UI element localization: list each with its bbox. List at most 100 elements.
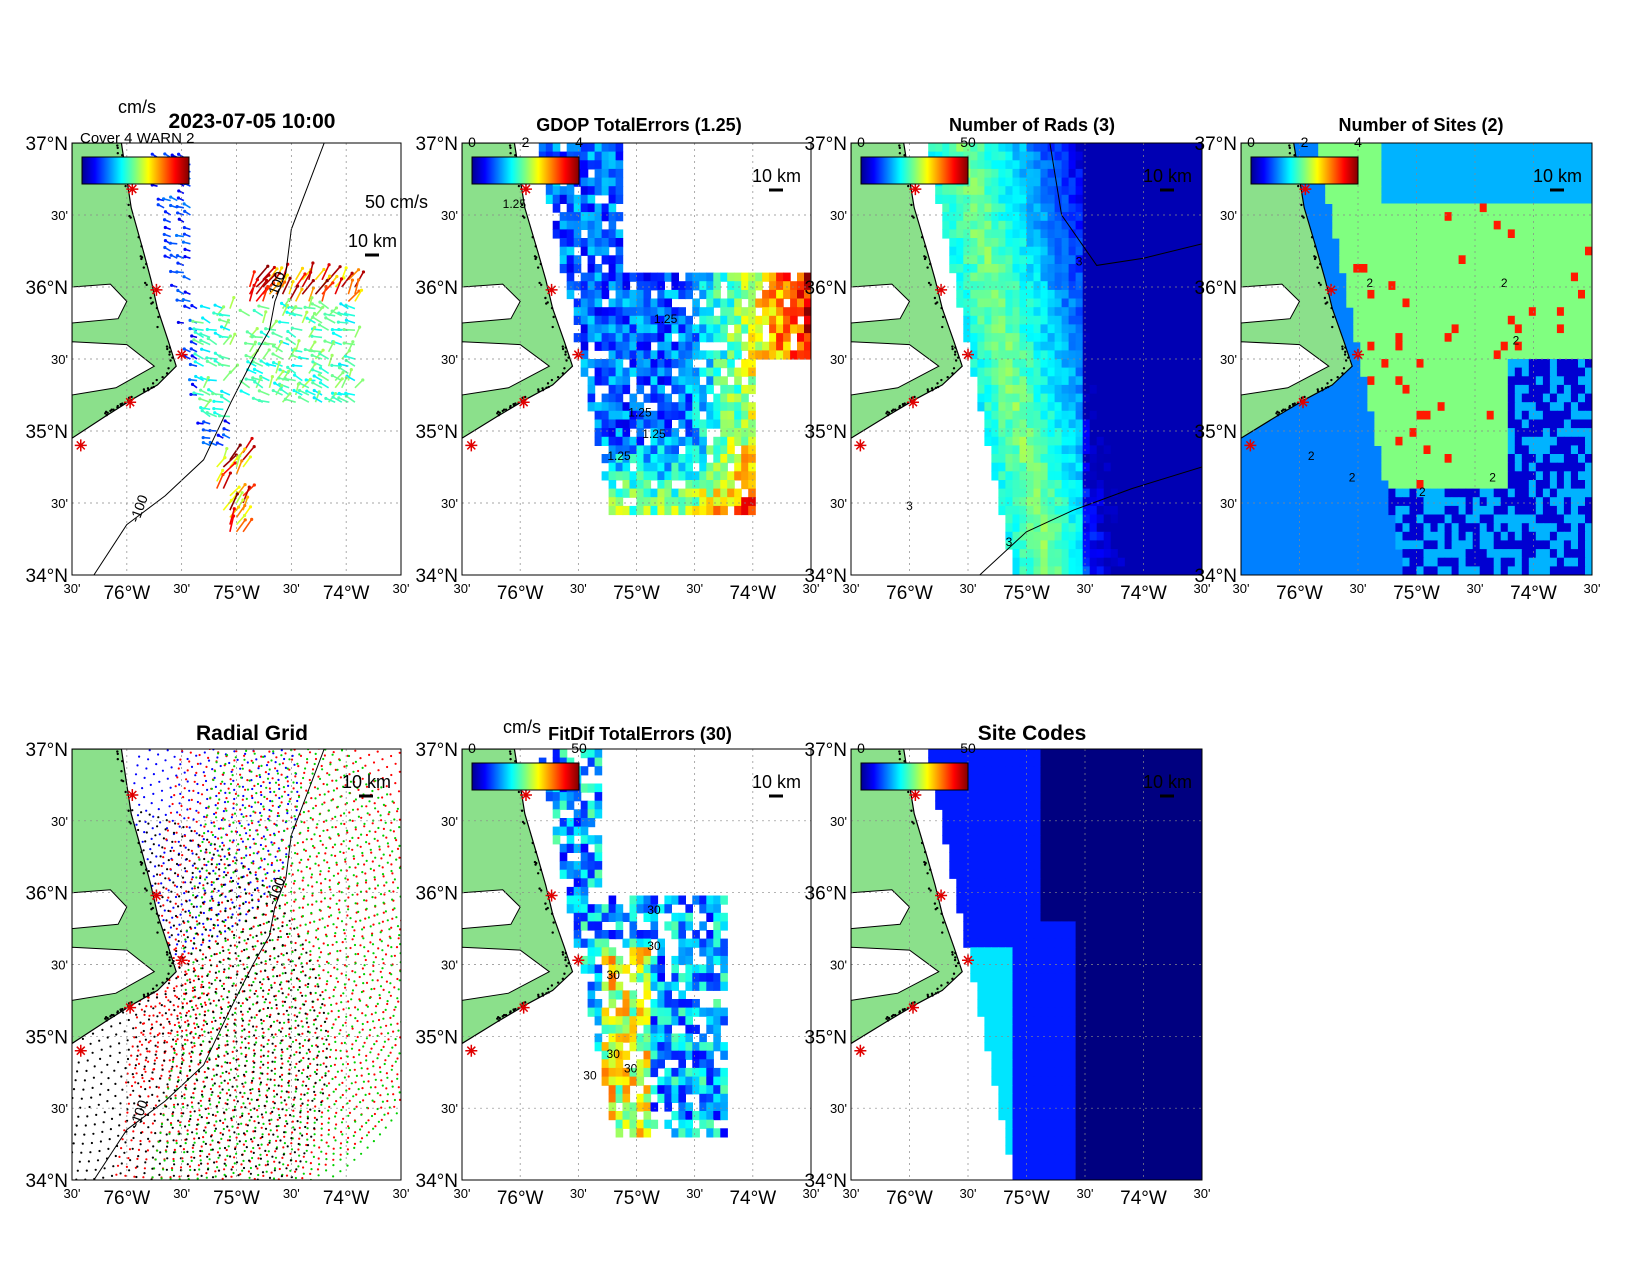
heat-cell [1117, 402, 1126, 412]
heat-cell [1180, 480, 1189, 490]
heat-cell [1549, 393, 1558, 403]
heat-cell [1110, 514, 1119, 524]
heat-cell [1535, 471, 1544, 481]
current-vector-head [330, 391, 335, 395]
heat-cell [1423, 160, 1432, 170]
heat-cell [629, 445, 638, 455]
heat-cell [1061, 367, 1070, 377]
heat-cell [1472, 454, 1481, 464]
heat-cell [998, 168, 1006, 179]
current-vector [331, 310, 343, 317]
heat-cell [984, 436, 992, 446]
heat-cell [1040, 315, 1049, 325]
heat-cell [1110, 333, 1119, 343]
heat-cell [1458, 419, 1467, 429]
water-sound-south [72, 341, 156, 396]
heat-cell [1019, 264, 1028, 274]
heat-cell [1479, 410, 1488, 420]
heat-cell [1138, 272, 1147, 282]
heat-cell [1012, 505, 1021, 516]
heat-cell [956, 212, 964, 222]
current-vector-head [177, 189, 181, 193]
heat-cell [1465, 229, 1474, 239]
heat-cell [559, 151, 568, 161]
heat-cell [755, 272, 763, 282]
heat-cell [1493, 393, 1502, 403]
heat-cell [1514, 376, 1523, 386]
heat-cell [580, 151, 589, 161]
heat-cell [1563, 220, 1572, 230]
heat-cell [1585, 255, 1592, 265]
heat-cell [615, 168, 624, 179]
heat-cell [734, 419, 742, 429]
heat-cell [1026, 229, 1035, 239]
current-vector-head [291, 279, 295, 284]
heat-cell [1166, 384, 1175, 395]
heat-cell [1451, 143, 1460, 153]
current-vector-head [205, 359, 209, 363]
heat-cell [998, 264, 1006, 274]
current-vector [347, 369, 353, 381]
heat-cell [783, 281, 791, 291]
heat-cell [1026, 194, 1035, 204]
heat-cell [573, 143, 582, 153]
current-vector-head [199, 376, 203, 380]
heat-cell [991, 168, 999, 179]
heat-cell [1173, 298, 1182, 308]
heat-cell [1528, 315, 1537, 325]
heat-cell [1180, 220, 1189, 230]
coast-dot [119, 403, 123, 407]
current-vector-head [259, 376, 263, 380]
heat-cell [1033, 298, 1042, 308]
heat-cell [727, 367, 735, 377]
heat-cell [970, 307, 978, 317]
current-vector-head [193, 360, 197, 364]
heat-cell [587, 384, 596, 395]
heat-cell [1040, 557, 1049, 567]
heat-cell [1005, 246, 1013, 256]
heat-cell [1528, 229, 1537, 239]
heat-cell [594, 359, 603, 369]
heat-cell [720, 393, 728, 403]
heat-cell [991, 177, 999, 187]
heat-cell [1423, 194, 1432, 204]
current-vector-head [193, 330, 197, 334]
heat-cell [1138, 298, 1147, 308]
heat-cell [1585, 333, 1592, 343]
heat-cell [984, 410, 992, 420]
heat-cell [1374, 341, 1382, 351]
heat-cell [1012, 194, 1021, 204]
current-vector-head [182, 347, 186, 351]
heat-cell [1195, 428, 1202, 438]
heat-cell [1103, 238, 1112, 248]
heat-cell [1089, 246, 1098, 256]
heat-cell [1033, 428, 1042, 438]
heat-cell [1131, 428, 1140, 438]
heat-cell [1578, 238, 1586, 248]
heat-cell [566, 229, 575, 239]
heat-cell [1381, 384, 1389, 395]
heat-cell [1159, 531, 1168, 541]
heat-cell [1040, 264, 1049, 274]
heat-cell [608, 229, 617, 239]
heat-cell [1472, 281, 1481, 291]
heat-cell [984, 333, 992, 343]
heat-cell [559, 238, 568, 248]
heat-cell [1124, 505, 1133, 516]
heat-cell [727, 315, 735, 325]
heat-cell [636, 488, 645, 498]
coast-dot [934, 386, 938, 390]
heat-cell [629, 367, 638, 377]
lat-tick-label: 30' [51, 208, 68, 223]
heat-cell [1103, 557, 1112, 567]
heat-cell [998, 324, 1006, 334]
current-vector [229, 493, 239, 511]
current-vector-head [271, 352, 275, 356]
heat-cell [1005, 436, 1013, 446]
heat-cell [1402, 220, 1411, 230]
heat-cell [762, 350, 770, 360]
current-vector [216, 470, 224, 482]
heat-cell [1005, 143, 1013, 153]
coast-dot [898, 146, 902, 150]
